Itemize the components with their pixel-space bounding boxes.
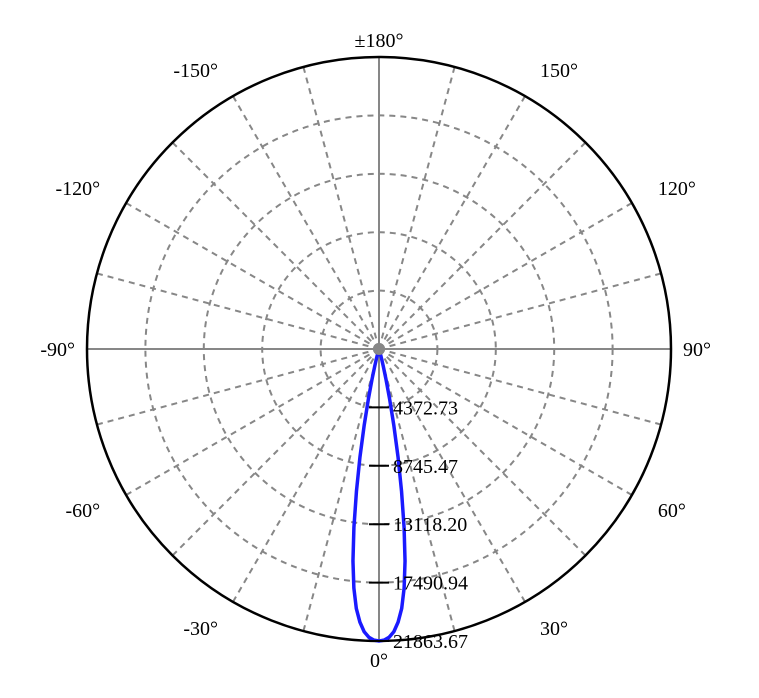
angle-label: -60° — [65, 500, 100, 522]
angle-label: 30° — [540, 618, 568, 640]
center-dot — [373, 343, 385, 355]
radial-label: 4372.73 — [393, 397, 458, 419]
angle-label: 0° — [370, 650, 388, 672]
radial-label: 8745.47 — [393, 456, 458, 478]
radial-label: 13118.20 — [393, 514, 467, 536]
angle-label: 120° — [658, 178, 696, 200]
radial-label: 21863.67 — [393, 631, 468, 653]
angle-label: -150° — [173, 60, 218, 82]
angle-label: 150° — [540, 60, 578, 82]
angle-label: ±180° — [355, 30, 404, 52]
radial-label: 17490.94 — [393, 573, 468, 595]
angle-label: 60° — [658, 500, 686, 522]
angle-label: -120° — [55, 178, 100, 200]
angle-label: 90° — [683, 339, 711, 361]
polar-chart: 4372.73 8745.47 13118.20 17490.94 21863.67 ±1… — [0, 0, 759, 698]
angle-label: -90° — [40, 339, 75, 361]
angle-label: -30° — [183, 618, 218, 640]
